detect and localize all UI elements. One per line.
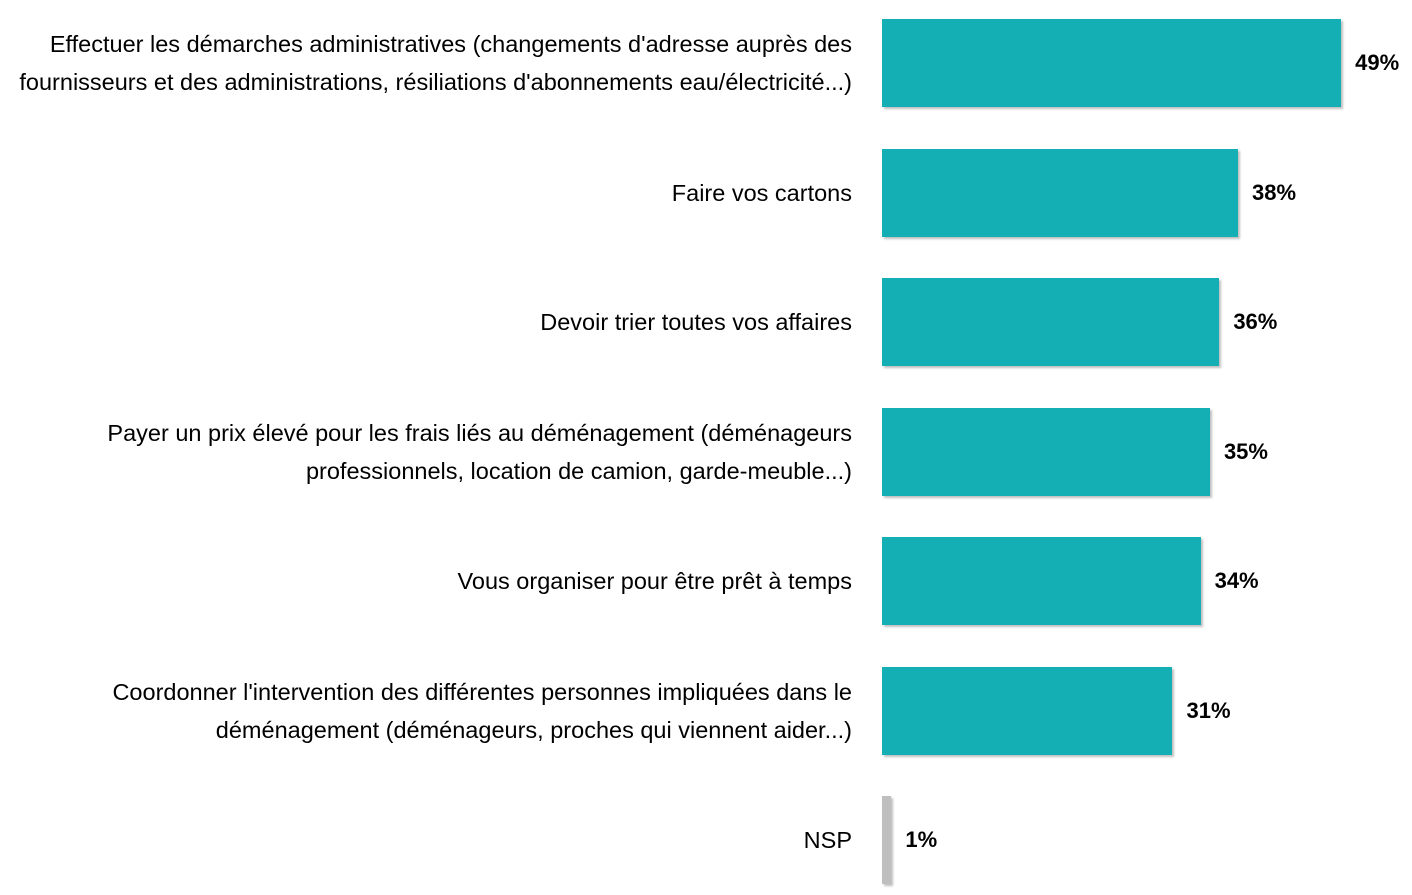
value-label: 34% <box>1214 568 1259 593</box>
value-label: 31% <box>1186 697 1231 723</box>
value-label: 1% <box>905 827 938 852</box>
bar <box>882 278 1220 366</box>
bar <box>882 537 1201 625</box>
bar <box>882 796 892 884</box>
bar <box>882 148 1239 237</box>
category-label: Vous organiser pour être prêt à temps <box>457 568 853 594</box>
bar <box>882 666 1173 755</box>
category-label: Payer un prix élevé pour les frais liés … <box>107 419 852 484</box>
category-label: Faire vos cartons <box>671 179 852 206</box>
bar <box>882 407 1210 496</box>
bar <box>882 19 1342 107</box>
category-label: NSP <box>803 827 852 853</box>
value-label: 38% <box>1252 179 1297 205</box>
value-label: 49% <box>1355 50 1400 75</box>
category-label: Coordonner l'intervention des différente… <box>112 678 852 743</box>
category-label: Effectuer les démarches administratives … <box>19 31 852 95</box>
value-label: 36% <box>1233 309 1278 334</box>
value-label: 35% <box>1223 438 1268 464</box>
category-label: Devoir trier toutes vos affaires <box>540 309 852 335</box>
